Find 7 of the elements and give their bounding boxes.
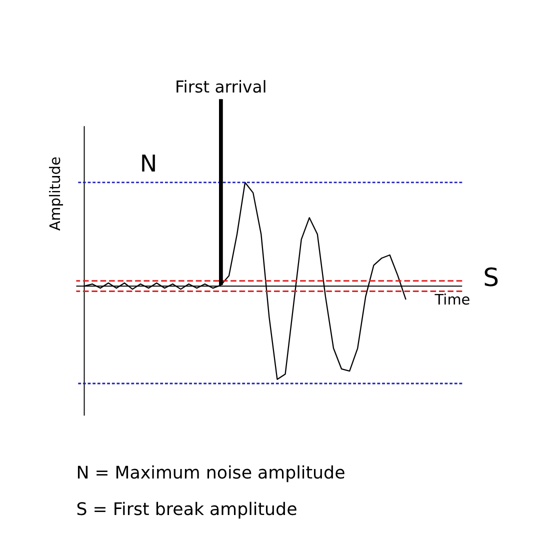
x-axis-title: Time: [434, 292, 470, 308]
y-axis-title: Amplitude: [48, 156, 64, 231]
text: N = Maximum noise amplitude: [76, 463, 346, 484]
text: N: [140, 152, 158, 178]
text: S = First break amplitude: [76, 500, 298, 520]
text: First arrival: [175, 77, 267, 96]
text: S: [483, 263, 500, 292]
